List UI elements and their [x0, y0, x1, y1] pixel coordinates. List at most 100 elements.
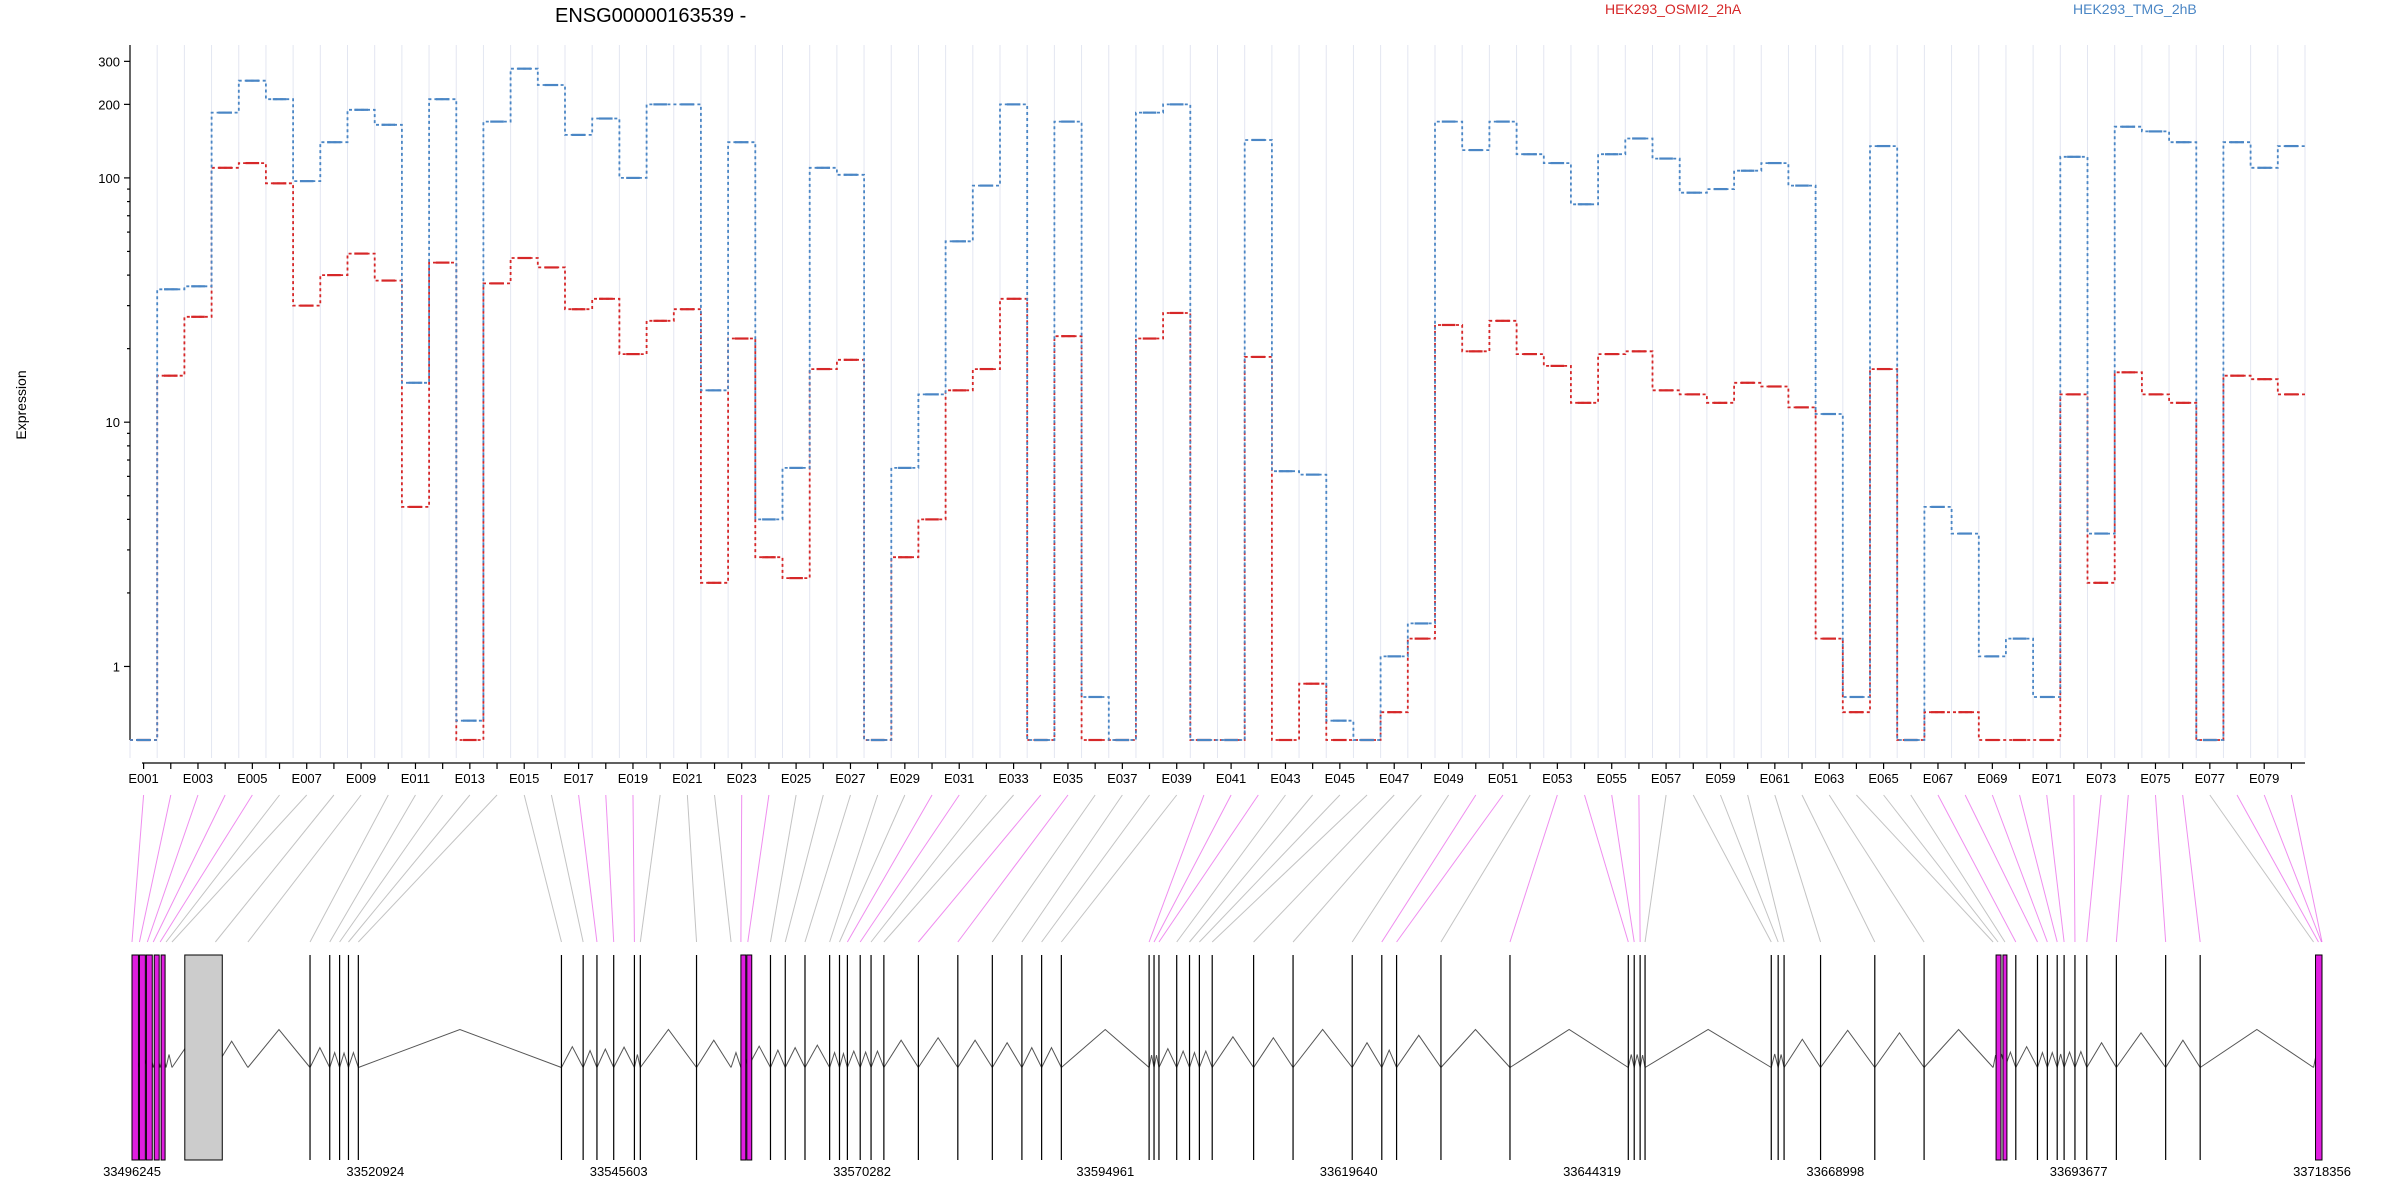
intron — [1627, 1054, 1635, 1068]
intron — [358, 1028, 562, 1068]
legend-series-2: HEK293_TMG_2hB — [2073, 1, 2197, 17]
coordinate-label: 33594961 — [1076, 1164, 1134, 1179]
intron — [784, 1046, 806, 1068]
exon-label: E027 — [835, 771, 865, 786]
exon-label: E053 — [1542, 771, 1572, 786]
exon-guide — [159, 794, 253, 943]
exon-guide — [2019, 794, 2058, 943]
exon-guide — [2073, 794, 2076, 943]
exon-label: E055 — [1597, 771, 1627, 786]
exon-block — [131, 954, 139, 1161]
exon-label: E059 — [1705, 771, 1735, 786]
exon-guide — [1964, 794, 2038, 943]
exon-label: E009 — [346, 771, 376, 786]
exon-block — [153, 954, 160, 1161]
intron — [883, 1039, 919, 1068]
exon-label: E077 — [2195, 771, 2225, 786]
exon-guide — [1747, 794, 1785, 943]
exon-label: E039 — [1162, 771, 1192, 786]
exon-guide — [523, 794, 562, 943]
series-path — [130, 67, 2305, 741]
intron — [770, 1048, 786, 1068]
exon-label: E013 — [455, 771, 485, 786]
intron — [991, 1041, 1023, 1068]
exon-guide — [247, 794, 362, 943]
exon-block — [740, 954, 747, 1161]
intron — [696, 1039, 732, 1068]
intron — [1644, 1028, 1772, 1068]
exon-guide — [1638, 794, 1641, 943]
intron — [870, 1049, 885, 1068]
intron — [1211, 1035, 1255, 1068]
intron — [2115, 1031, 2167, 1068]
exon-label: E067 — [1923, 771, 1953, 786]
y-tick-label: 10 — [106, 415, 120, 430]
exon-guide — [1292, 794, 1422, 943]
exon-label: E069 — [1977, 771, 2007, 786]
intron — [2037, 1050, 2048, 1068]
y-tick-label: 200 — [98, 97, 120, 112]
exon-guide — [1440, 794, 1531, 943]
exon-label: E025 — [781, 771, 811, 786]
exon-guide — [714, 794, 732, 943]
intron — [2199, 1028, 2314, 1068]
exon-label: E019 — [618, 771, 648, 786]
coordinate-label: 33644319 — [1563, 1164, 1621, 1179]
exon-label: E023 — [727, 771, 757, 786]
exon-guide — [1720, 794, 1779, 943]
exon-guide — [632, 794, 635, 943]
intron — [1639, 1054, 1646, 1068]
exon-guide — [152, 794, 226, 943]
exon-guide — [686, 794, 698, 943]
exon-guide — [1253, 794, 1395, 943]
coordinate-label: 33545603 — [590, 1164, 648, 1179]
intron — [1351, 1041, 1383, 1068]
intron — [339, 1051, 349, 1068]
x-axis: E001 E003 E005 E007 E009 E011 E013 E015 E017 E019… — [128, 762, 2305, 786]
exon-guide — [839, 794, 906, 943]
intron — [1633, 1054, 1641, 1068]
intron — [329, 1050, 341, 1068]
exon-label: E031 — [944, 771, 974, 786]
exon-guide — [2236, 794, 2319, 943]
exon-guide — [1692, 794, 1772, 943]
exon-guide — [2046, 794, 2065, 943]
exon-label: E001 — [128, 771, 158, 786]
exon-guide — [1937, 794, 2017, 943]
exon-block — [160, 954, 166, 1161]
intron — [1923, 1028, 1994, 1068]
exon-label: E065 — [1868, 771, 1898, 786]
intron — [561, 1045, 584, 1068]
exon-guide — [870, 794, 987, 943]
coordinate-label: 33718356 — [2293, 1164, 2351, 1179]
exon-guide — [2290, 794, 2323, 943]
y-tick-label: 300 — [98, 54, 120, 69]
exon-block — [2315, 954, 2323, 1161]
coordinate-label: 33619640 — [1320, 1164, 1378, 1179]
series-lines — [130, 67, 2305, 742]
intron — [1770, 1053, 1779, 1068]
exon-guide — [1153, 794, 1232, 943]
exon-guide — [2182, 794, 2201, 943]
y-axis-label: Expression — [13, 370, 29, 439]
intron — [1198, 1049, 1213, 1068]
exon-label: E079 — [2249, 771, 2279, 786]
intron — [829, 1050, 840, 1068]
exon-guide — [339, 794, 444, 943]
exon-label: E007 — [292, 771, 322, 786]
exon-guide — [1883, 794, 1999, 943]
intron — [1148, 1054, 1155, 1068]
intron — [1396, 1034, 1442, 1068]
exon-guide — [1828, 794, 1925, 943]
exon-guide — [846, 794, 933, 943]
intron — [917, 1036, 959, 1068]
intron — [348, 1050, 359, 1068]
intron — [1509, 1028, 1629, 1068]
exon-guide — [578, 794, 598, 943]
exon-guide — [131, 794, 145, 943]
intron — [165, 1054, 173, 1068]
exon-guide — [550, 794, 584, 943]
exon-guide — [2263, 794, 2322, 943]
exon-label: E015 — [509, 771, 539, 786]
exon-label: E041 — [1216, 771, 1246, 786]
